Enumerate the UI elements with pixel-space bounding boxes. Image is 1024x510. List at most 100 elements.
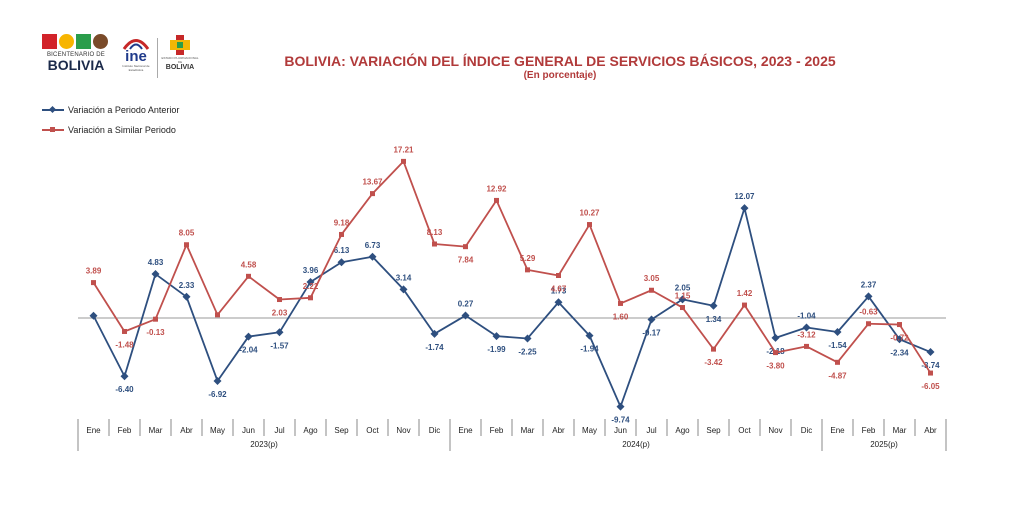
data-point-anterior bbox=[120, 372, 129, 381]
month-tick-label: Dic bbox=[429, 426, 441, 435]
data-point-similar bbox=[339, 231, 344, 237]
chart-title: BOLIVIA: VARIACIÓN DEL ÍNDICE GENERAL DE… bbox=[284, 53, 836, 69]
data-point-anterior bbox=[709, 301, 718, 310]
data-point-similar bbox=[773, 350, 778, 356]
data-point-similar bbox=[463, 244, 468, 250]
data-label-anterior: -1.94 bbox=[580, 345, 599, 354]
data-label-similar: 8.13 bbox=[427, 228, 443, 237]
data-label-anterior: 4.83 bbox=[148, 258, 164, 267]
series-line-similar bbox=[92, 160, 932, 374]
month-tick-label: Mar bbox=[149, 426, 163, 435]
month-tick-label: Feb bbox=[862, 426, 876, 435]
data-label-similar: -0.13 bbox=[146, 328, 165, 337]
chart-subtitle: (En porcentaje) bbox=[523, 70, 597, 81]
data-point-similar bbox=[897, 322, 902, 328]
month-tick-label: Abr bbox=[924, 426, 937, 435]
data-label-similar: 12.92 bbox=[486, 184, 507, 193]
data-point-similar bbox=[587, 222, 592, 228]
data-point-anterior bbox=[306, 277, 315, 286]
data-label-anterior: 6.73 bbox=[365, 241, 381, 250]
data-point-anterior bbox=[430, 329, 439, 338]
bicentenario-small-text: BICENTENARIO DE bbox=[46, 52, 105, 58]
data-point-anterior bbox=[337, 258, 346, 267]
data-label-similar: 4.58 bbox=[241, 260, 257, 269]
data-label-anterior: -2.34 bbox=[890, 348, 909, 357]
government-subtext: ESTADO PLURINACIONAL DE bbox=[161, 56, 199, 64]
data-point-anterior bbox=[368, 252, 377, 261]
ine-subtext: Instituto Nacional de Estadística bbox=[122, 64, 150, 72]
data-point-similar bbox=[649, 287, 654, 293]
month-tick-label: Jul bbox=[274, 426, 284, 435]
year-label: 2023(p) bbox=[250, 440, 278, 449]
data-label-similar: 2.22 bbox=[303, 282, 319, 291]
month-tick-label: May bbox=[582, 426, 597, 435]
data-label-anterior: 2.37 bbox=[861, 280, 877, 289]
data-label-anterior: 2.05 bbox=[675, 283, 691, 292]
data-label-anterior: 1.34 bbox=[706, 315, 722, 324]
data-point-similar bbox=[401, 158, 406, 164]
data-point-similar bbox=[928, 370, 933, 376]
year-label: 2024(p) bbox=[622, 440, 650, 449]
data-label-anterior: 0.27 bbox=[458, 300, 474, 309]
series-line-anterior bbox=[92, 207, 931, 408]
logo-divider bbox=[157, 38, 158, 78]
data-label-similar: 17.21 bbox=[393, 145, 414, 154]
month-tick-label: Jun bbox=[242, 426, 255, 435]
data-label-similar: -3.42 bbox=[704, 358, 723, 367]
data-point-anterior bbox=[554, 298, 563, 307]
data-label-similar: 4.67 bbox=[551, 285, 567, 294]
data-label-similar: -3.12 bbox=[797, 330, 816, 339]
ine-logo: ine Instituto Nacional de Estadística bbox=[118, 34, 154, 80]
data-point-anterior bbox=[151, 270, 160, 279]
logo-group: BICENTENARIO DE BOLIVIA ine Instituto Na… bbox=[42, 34, 202, 84]
data-point-anterior bbox=[585, 331, 594, 340]
data-point-anterior bbox=[461, 311, 470, 320]
month-tick-label: Oct bbox=[366, 426, 379, 435]
data-label-anterior: 3.14 bbox=[396, 273, 412, 282]
month-tick-label: Mar bbox=[893, 426, 907, 435]
data-label-anterior: 6.13 bbox=[334, 246, 350, 255]
data-point-similar bbox=[153, 316, 158, 322]
data-point-anterior bbox=[678, 295, 687, 304]
data-label-anterior: -9.74 bbox=[611, 416, 630, 425]
data-label-anterior: -1.04 bbox=[797, 311, 816, 320]
month-tick-label: Feb bbox=[490, 426, 504, 435]
data-point-anterior bbox=[182, 292, 191, 301]
data-point-similar bbox=[866, 321, 871, 327]
data-point-similar bbox=[91, 280, 96, 286]
data-label-similar: -0.72 bbox=[890, 334, 909, 343]
month-tick-label: Sep bbox=[706, 426, 721, 435]
data-point-similar bbox=[494, 197, 499, 203]
data-label-similar: -3.80 bbox=[766, 362, 785, 371]
month-tick-label: Nov bbox=[396, 426, 410, 435]
data-label-anterior: -1.99 bbox=[487, 345, 506, 354]
data-point-anterior bbox=[864, 292, 873, 301]
data-label-similar: 3.89 bbox=[86, 267, 102, 276]
data-point-similar bbox=[122, 328, 127, 334]
data-point-similar bbox=[246, 273, 251, 279]
data-label-similar: 1.60 bbox=[613, 312, 629, 321]
month-tick-label: Abr bbox=[552, 426, 565, 435]
data-point-similar bbox=[525, 267, 530, 273]
month-tick-label: Ene bbox=[458, 426, 473, 435]
data-label-anterior: -3.74 bbox=[921, 361, 940, 370]
data-point-anterior bbox=[616, 402, 625, 411]
data-point-anterior bbox=[89, 311, 98, 320]
data-label-anterior: -6.40 bbox=[115, 385, 134, 394]
data-label-similar: 10.27 bbox=[579, 209, 600, 218]
data-point-similar bbox=[804, 343, 809, 349]
data-point-similar bbox=[556, 273, 561, 279]
data-label-similar: 7.84 bbox=[458, 256, 474, 265]
data-point-similar bbox=[370, 191, 375, 197]
month-tick-label: Abr bbox=[180, 426, 193, 435]
data-label-anterior: -1.57 bbox=[270, 341, 289, 350]
data-label-similar: 8.05 bbox=[179, 229, 195, 238]
data-label-anterior: -1.54 bbox=[828, 341, 847, 350]
data-point-anterior bbox=[275, 328, 284, 337]
data-point-similar bbox=[277, 297, 282, 303]
data-label-anterior: 2.33 bbox=[179, 281, 195, 290]
data-label-anterior: -0.17 bbox=[642, 329, 661, 338]
month-tick-label: Sep bbox=[334, 426, 349, 435]
government-text: BOLIVIA bbox=[165, 64, 195, 71]
month-tick-label: Ene bbox=[86, 426, 101, 435]
